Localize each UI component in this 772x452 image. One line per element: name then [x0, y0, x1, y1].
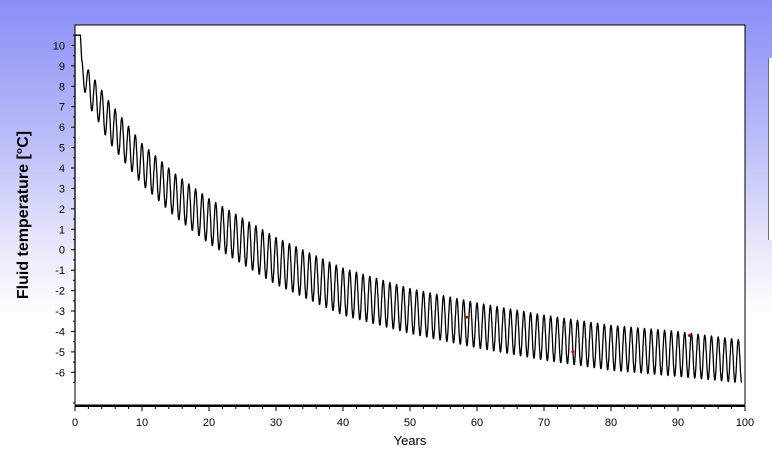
y-tick-label: 10 [53, 40, 65, 52]
x-tick-label: 80 [605, 417, 617, 429]
x-tick-label: 30 [270, 417, 282, 429]
y-tick-label: -3 [55, 306, 65, 318]
y-tick-label: 4 [59, 163, 65, 175]
y-tick-label: 6 [59, 122, 65, 134]
x-tick-label: 20 [203, 417, 215, 429]
y-tick-label: 0 [59, 245, 65, 257]
x-tick-label: 70 [538, 417, 550, 429]
y-tick-label: -5 [55, 347, 65, 359]
x-axis-title: Years [394, 433, 427, 448]
x-tick-label: 100 [736, 417, 754, 429]
x-tick-label: 90 [672, 417, 684, 429]
fluid-temperature-series-line [74, 34, 743, 384]
y-axis-title: Fluid temperature [°C] [15, 131, 32, 299]
y-tick-label: 8 [59, 81, 65, 93]
x-tick-label: 0 [72, 417, 78, 429]
series-marker-point [571, 350, 575, 354]
y-tick-label: -4 [55, 326, 65, 338]
series-marker-point [465, 315, 469, 319]
series-layer [74, 34, 743, 384]
y-tick-label: 2 [59, 204, 65, 216]
x-tick-label: 60 [471, 417, 483, 429]
x-tick-label: 10 [136, 417, 148, 429]
plot-area [75, 25, 745, 405]
y-tick-label: 5 [59, 143, 65, 155]
series-marker-point [687, 334, 691, 338]
y-tick-label: 9 [59, 61, 65, 73]
y-tick-label: 7 [59, 102, 65, 114]
y-tick-label: -6 [55, 367, 65, 379]
ticks-layer: 0 10 20 30 40 50 60 70 80 90 100109876543210-1-2-3… [53, 34, 754, 429]
y-tick-label: 1 [59, 224, 65, 236]
x-tick-label: 40 [337, 417, 349, 429]
x-tick-label: 50 [404, 417, 416, 429]
y-tick-label: 3 [59, 183, 65, 195]
y-tick-label: -2 [55, 286, 65, 298]
legend-panel-edge [768, 58, 772, 240]
y-tick-label: -1 [55, 265, 65, 277]
